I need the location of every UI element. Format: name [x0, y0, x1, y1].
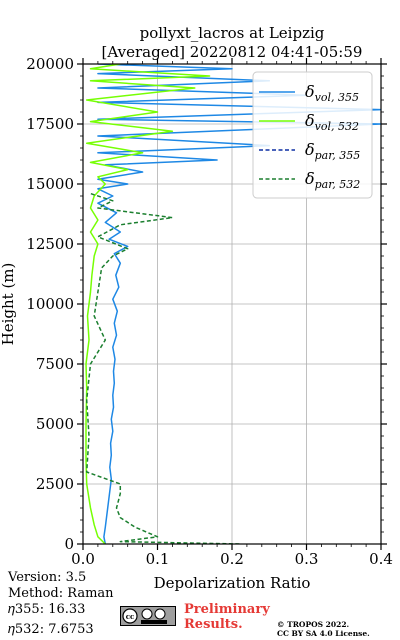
x-tick-label: 0.1	[146, 550, 170, 568]
x-tick-label: 0.2	[220, 550, 244, 568]
svg-text:cc: cc	[126, 612, 135, 621]
preliminary-badge: Preliminary Results.	[184, 602, 270, 632]
tropos-line1: © TROPOS 2022.	[277, 620, 350, 629]
preliminary-line1: Preliminary	[184, 602, 270, 617]
series-line-par532	[85, 192, 240, 544]
preliminary-line2: Results.	[184, 617, 243, 632]
eta355-text: 𝜂355: 16.33	[8, 602, 86, 617]
axis-ticks: 0.0 0.1 0.2 0.3 0.4 0 2500 5000 7500 10000 12500 15…	[26, 55, 393, 568]
y-tick-label: 20000	[26, 55, 74, 73]
y-tick-label: 0	[64, 535, 74, 553]
tropos-line2: CC BY SA 4.0 License.	[277, 629, 370, 638]
x-tick-label: 0.0	[71, 550, 95, 568]
legend-box	[252, 71, 373, 199]
series-layer	[85, 64, 381, 544]
tropos-license: © TROPOS 2022. CC BY SA 4.0 License.	[277, 620, 370, 638]
y-tick-label: 12500	[26, 235, 74, 253]
method-text: Method: Raman	[8, 586, 114, 601]
legend: δvol, 355 δvol, 532 δpar, 355 δpar, 532	[252, 71, 373, 199]
legend-label-vol532: δvol, 532	[305, 111, 359, 133]
chart-title: pollyxt_lacros at Leipzig	[140, 24, 325, 42]
y-tick-label: 17500	[26, 115, 74, 133]
legend-label-vol355: δvol, 355	[305, 82, 359, 104]
x-tick-label: 0.3	[295, 550, 319, 568]
y-tick-label: 2500	[36, 475, 74, 493]
legend-label-par532: δpar, 532	[305, 169, 360, 191]
cc-license-icon: cc	[120, 606, 176, 626]
y-tick-label: 15000	[26, 175, 74, 193]
eta532-text: 𝜂532: 7.6753	[8, 622, 94, 637]
series-line-vol532	[85, 64, 211, 544]
y-tick-label: 5000	[36, 415, 74, 433]
y-tick-label: 10000	[26, 295, 74, 313]
legend-label-par355: δpar, 355	[305, 140, 360, 162]
version-text: Version: 3.5	[8, 570, 87, 585]
x-axis-label: Depolarization Ratio	[154, 574, 311, 592]
y-axis-label: Height (m)	[0, 263, 17, 346]
chart-subtitle: [Averaged] 20220812 04:41-05:59	[102, 43, 363, 61]
y-tick-label: 7500	[36, 355, 74, 373]
series-line-vol355	[97, 64, 381, 544]
x-tick-label: 0.4	[369, 550, 393, 568]
